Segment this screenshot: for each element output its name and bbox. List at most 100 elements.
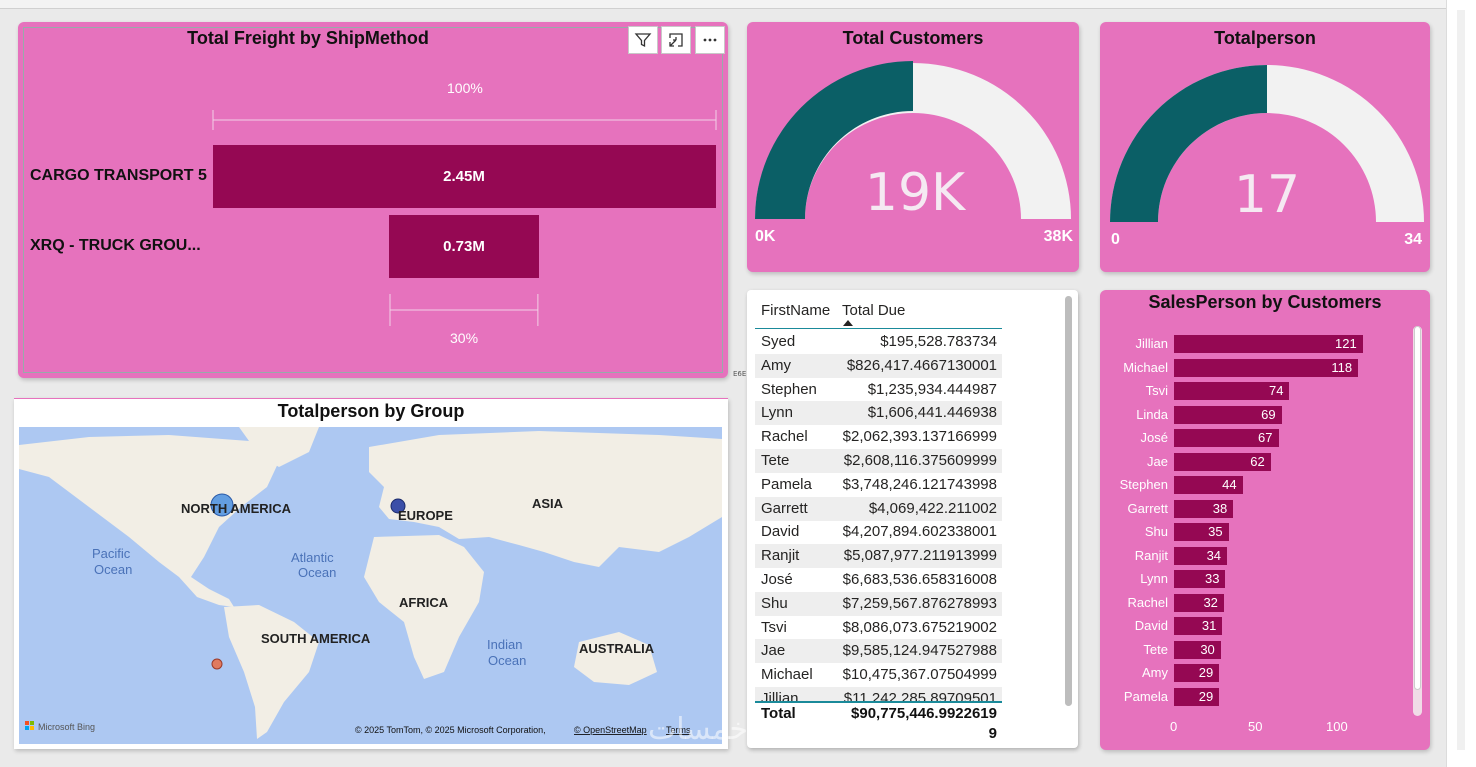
salesperson-data-label: 29	[1198, 665, 1214, 680]
total-due-table[interactable]: FirstName Total Due Syed $195,528.783734 A…	[747, 290, 1078, 748]
table-row[interactable]: Shu $7,259,567.876278993	[755, 591, 1002, 616]
salesperson-bar[interactable]	[1174, 617, 1223, 635]
salesperson-bar[interactable]	[1174, 476, 1243, 494]
cell-total-due: $2,062,393.137166999	[842, 428, 997, 446]
salesperson-card[interactable]: SalesPerson by Customers Jillian 121 Micha…	[1100, 290, 1430, 750]
cell-firstname: David	[761, 523, 800, 541]
table-row[interactable]: Garrett $4,069,422.211002	[755, 496, 1002, 521]
salesperson-category-label: Linda	[1136, 406, 1168, 422]
table-row[interactable]: José $6,683,536.658316008	[755, 568, 1002, 592]
cell-total-due: $8,086,073.675219002	[842, 618, 997, 636]
salesperson-category-label: Shu	[1144, 524, 1168, 539]
totalperson-card[interactable]: Totalperson 17 0 34	[1100, 22, 1430, 272]
cell-firstname: José	[761, 571, 793, 588]
column-header-firstname[interactable]: FirstName	[761, 302, 831, 319]
salesperson-data-label: 62	[1250, 453, 1265, 469]
salesperson-scroll-thumb[interactable]	[1414, 326, 1421, 690]
table-row[interactable]: Tsvi $8,086,073.675219002	[755, 616, 1002, 640]
gauge-max: 38K	[1043, 228, 1073, 245]
salesperson-bar[interactable]	[1174, 358, 1359, 377]
table-row[interactable]: Michael $10,475,367.07504999	[755, 663, 1002, 687]
total-label: Total	[761, 705, 796, 722]
terms-link[interactable]: Terms	[666, 725, 691, 735]
salesperson-category-label: Ranjit	[1134, 547, 1168, 563]
table-row[interactable]: Jillian $11,242,285.89709501	[755, 687, 1002, 701]
salesperson-bar[interactable]	[1174, 640, 1221, 659]
salesperson-scrollbar[interactable]	[1413, 326, 1422, 716]
salesperson-bar[interactable]	[1174, 499, 1234, 518]
salesperson-bar[interactable]	[1174, 382, 1290, 400]
bing-logo-text: Microsoft Bing	[38, 722, 95, 732]
salesperson-data-label: 35	[1208, 524, 1223, 539]
filter-icon[interactable]	[628, 26, 658, 54]
page-scrollbar[interactable]	[1446, 0, 1476, 767]
cell-total-due: $4,069,422.211002	[868, 499, 997, 517]
table-scroll-thumb[interactable]	[1065, 296, 1072, 706]
salesperson-bar[interactable]	[1174, 405, 1282, 424]
world-map[interactable]: NORTH AMERICA EUROPE ASIA AFRICA SOUTH A…	[19, 427, 722, 744]
funnel-bottom-bracket	[389, 294, 539, 326]
map-label-europe: EUROPE	[398, 508, 453, 523]
south-america-land	[224, 605, 319, 739]
funnel-top-bracket	[212, 110, 717, 130]
table-row[interactable]: Pamela $3,748,246.121743998	[755, 473, 1002, 497]
table-row[interactable]: Tete $2,608,116.375609999	[755, 449, 1002, 473]
salesperson-bar[interactable]	[1174, 452, 1271, 471]
table-row[interactable]: Ranjit $5,087,977.211913999	[755, 544, 1002, 569]
europe-bubble[interactable]	[390, 498, 406, 514]
table-row[interactable]: Jae $9,585,124.947527988	[755, 639, 1002, 664]
table-row[interactable]: David $4,207,894.602338001	[755, 520, 1002, 544]
salesperson-bar[interactable]	[1174, 429, 1279, 447]
salesperson-category-label: Jae	[1147, 453, 1168, 469]
cell-firstname: Amy	[761, 356, 791, 374]
page-scroll-track[interactable]	[1457, 10, 1465, 750]
map-card[interactable]: Totalperson by Group NORTH AMERICA EUROP…	[14, 398, 728, 749]
axis-tick: 100	[1326, 719, 1348, 734]
table-row[interactable]: Amy $826,417.4667130001	[755, 353, 1002, 378]
cell-total-due: $1,606,441.446938	[867, 404, 997, 422]
total-customers-card[interactable]: Total Customers 19K 0K 38K	[747, 22, 1079, 272]
watermark: خمسات	[648, 712, 749, 747]
salesperson-data-label: 44	[1222, 477, 1237, 492]
cell-firstname: Lynn	[761, 404, 793, 422]
table-scrollbar[interactable]	[1065, 296, 1072, 706]
salesperson-bar[interactable]	[1174, 335, 1363, 353]
salesperson-category-label: David	[1134, 618, 1168, 633]
north-america-bubble[interactable]	[210, 493, 234, 517]
cell-firstname: Tsvi	[761, 618, 787, 636]
salesperson-bar[interactable]	[1174, 523, 1229, 541]
osm-link[interactable]: © OpenStreetMap	[574, 725, 647, 735]
funnel-bar[interactable]: 2.45M	[212, 145, 716, 208]
salesperson-title: SalesPerson by Customers	[1148, 292, 1382, 312]
salesperson-bar[interactable]	[1174, 593, 1224, 612]
salesperson-data-label: 69	[1261, 406, 1276, 422]
salesperson-bar[interactable]	[1174, 546, 1228, 565]
salesperson-bar[interactable]	[1174, 687, 1220, 706]
cell-firstname: Ranjit	[761, 547, 800, 565]
table-row[interactable]: Syed $195,528.783734	[755, 330, 1002, 354]
south-atlantic-bubble[interactable]	[211, 658, 223, 670]
cell-total-due: $3,748,246.121743998	[842, 475, 997, 493]
salesperson-category-label: Michael	[1123, 359, 1168, 375]
cell-total-due: $5,087,977.211913999	[843, 547, 997, 565]
salesperson-bar[interactable]	[1174, 664, 1220, 682]
table-row[interactable]: Lynn $1,606,441.446938	[755, 401, 1002, 426]
selection-border	[23, 27, 723, 373]
salesperson-bar[interactable]	[1174, 570, 1226, 588]
column-header-total-due[interactable]: Total Due	[842, 302, 906, 319]
gauge-max: 34	[1404, 231, 1422, 248]
salesperson-data-label: 34	[1206, 547, 1222, 563]
focus-mode-icon[interactable]	[661, 26, 691, 54]
cell-firstname: Pamela	[761, 475, 812, 493]
funnel-bar[interactable]: 0.73M	[389, 215, 539, 278]
salesperson-category-label: José	[1140, 430, 1168, 445]
table-row[interactable]: Stephen $1,235,934.444987	[755, 378, 1002, 402]
freight-card[interactable]: Total Freight by ShipMethod 100% CARGO T…	[18, 22, 728, 378]
salesperson-data-label: 30	[1200, 641, 1215, 657]
more-options-icon[interactable]	[695, 26, 725, 54]
salesperson-category-label: Jillian	[1135, 336, 1168, 351]
ocean-label-atlantic: Atlantic	[291, 550, 334, 565]
north-america-land	[19, 435, 281, 607]
table-row[interactable]: Rachel $2,062,393.137166999	[755, 425, 1002, 449]
cell-firstname: Jae	[761, 642, 786, 660]
